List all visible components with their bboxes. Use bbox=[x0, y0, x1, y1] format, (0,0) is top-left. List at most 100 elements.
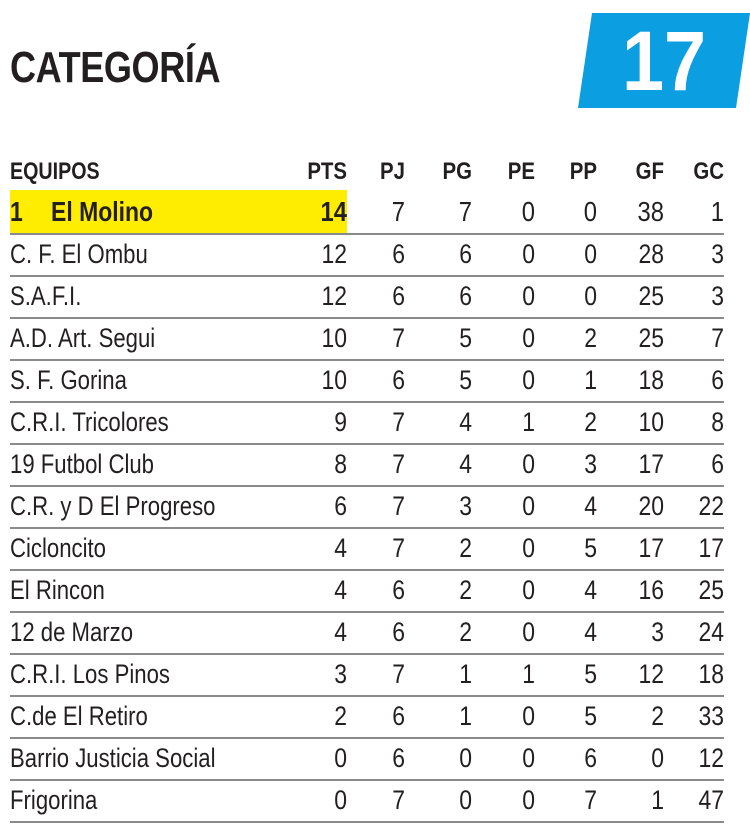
cell-pj: 6 bbox=[392, 701, 405, 731]
table-row: C.R.I. Tricolores 9 7 4 1 2 10 8 bbox=[10, 401, 724, 445]
cell-pg: 4 bbox=[459, 449, 472, 479]
cell-gc: 3 bbox=[711, 239, 724, 269]
cell-gc: 47 bbox=[698, 785, 724, 815]
team-name: Barrio Justicia Social bbox=[10, 743, 216, 773]
team-name: C.R.I. Tricolores bbox=[10, 407, 169, 437]
team-name: Frigorina bbox=[10, 785, 98, 815]
cell-pj: 7 bbox=[392, 659, 405, 689]
cell-gc: 18 bbox=[698, 659, 724, 689]
cell-gc: 3 bbox=[711, 281, 724, 311]
cell-pts: 9 bbox=[334, 407, 347, 437]
team-name: 12 de Marzo bbox=[10, 617, 134, 647]
cell-pg: 6 bbox=[459, 239, 472, 269]
cell-pts: 3 bbox=[334, 659, 347, 689]
column-header-gf: GF bbox=[635, 158, 664, 185]
team-name: A.D. Art. Segui bbox=[10, 323, 156, 353]
cell-gf: 0 bbox=[651, 743, 664, 773]
cell-gc: 25 bbox=[698, 575, 724, 605]
cell-pp: 4 bbox=[584, 575, 597, 605]
table-row: Frigorina 0 7 0 0 7 1 47 bbox=[10, 779, 724, 823]
team-name: C. F. El Ombu bbox=[10, 239, 148, 269]
cell-pe: 0 bbox=[522, 617, 535, 647]
cell-pts: 4 bbox=[334, 533, 347, 563]
cell-pe: 0 bbox=[522, 323, 535, 353]
table-row: S.A.F.I. 12 6 6 0 0 25 3 bbox=[10, 275, 724, 319]
cell-gc: 33 bbox=[698, 701, 724, 731]
cell-gf: 17 bbox=[638, 533, 664, 563]
cell-gf: 12 bbox=[638, 659, 664, 689]
table-row: A.D. Art. Segui 10 7 5 0 2 25 7 bbox=[10, 317, 724, 361]
cell-gf: 25 bbox=[638, 323, 664, 353]
cell-pts: 12 bbox=[321, 281, 347, 311]
cell-gc: 24 bbox=[698, 617, 724, 647]
leader-position: 1 bbox=[10, 196, 23, 227]
cell-pj: 6 bbox=[392, 281, 405, 311]
cell-pg: 2 bbox=[459, 533, 472, 563]
cell-gc: 12 bbox=[698, 743, 724, 773]
team-name: C.de El Retiro bbox=[10, 701, 148, 731]
cell-gc: 17 bbox=[698, 533, 724, 563]
column-header-gc: GC bbox=[693, 158, 724, 185]
cell-pp: 3 bbox=[584, 449, 597, 479]
table-row: C.R. y D El Progreso 6 7 3 0 4 20 22 bbox=[10, 485, 724, 529]
cell-gc: 22 bbox=[698, 491, 724, 521]
cell-gc: 6 bbox=[711, 449, 724, 479]
cell-pp: 1 bbox=[584, 365, 597, 395]
cell-pj: 7 bbox=[392, 449, 405, 479]
cell-pe: 0 bbox=[521, 196, 535, 227]
cell-pj: 7 bbox=[392, 785, 405, 815]
table-row: C. F. El Ombu 12 6 6 0 0 28 3 bbox=[10, 233, 724, 277]
table-row: 1 El Molino 14 7 7 0 0 38 1 bbox=[10, 191, 724, 235]
cell-gc: 7 bbox=[711, 323, 724, 353]
cell-pg: 6 bbox=[459, 281, 472, 311]
page-title: CATEGORÍA bbox=[10, 43, 221, 92]
cell-gf: 1 bbox=[651, 785, 664, 815]
table-row: Cicloncito 4 7 2 0 5 17 17 bbox=[10, 527, 724, 571]
cell-pg: 0 bbox=[459, 743, 472, 773]
cell-pj: 6 bbox=[392, 365, 405, 395]
cell-pj: 7 bbox=[392, 491, 405, 521]
column-header-pts: PTS bbox=[307, 158, 347, 185]
cell-pj: 6 bbox=[392, 239, 405, 269]
cell-pe: 0 bbox=[522, 575, 535, 605]
team-name: C.R.I. Los Pinos bbox=[10, 659, 170, 689]
cell-pg: 0 bbox=[459, 785, 472, 815]
cell-pp: 2 bbox=[584, 323, 597, 353]
cell-pts: 4 bbox=[334, 575, 347, 605]
team-name: 19 Futbol Club bbox=[10, 449, 154, 479]
cell-pe: 0 bbox=[522, 239, 535, 269]
category-badge: 17 bbox=[578, 13, 750, 108]
cell-pj: 6 bbox=[392, 617, 405, 647]
column-header-pe: PE bbox=[507, 158, 535, 185]
cell-pts: 10 bbox=[321, 365, 347, 395]
cell-pe: 0 bbox=[522, 533, 535, 563]
cell-pj: 7 bbox=[392, 323, 405, 353]
cell-pp: 4 bbox=[584, 617, 597, 647]
cell-pp: 6 bbox=[584, 743, 597, 773]
table-row: 19 Futbol Club 8 7 4 0 3 17 6 bbox=[10, 443, 724, 487]
cell-pp: 5 bbox=[584, 533, 597, 563]
cell-pts: 4 bbox=[334, 617, 347, 647]
category-number: 17 bbox=[621, 14, 707, 108]
cell-pp: 7 bbox=[584, 785, 597, 815]
cell-pp: 5 bbox=[584, 701, 597, 731]
cell-pp: 0 bbox=[583, 196, 597, 227]
cell-pts: 10 bbox=[321, 323, 347, 353]
cell-pp: 0 bbox=[584, 239, 597, 269]
cell-gf: 25 bbox=[638, 281, 664, 311]
cell-pe: 0 bbox=[522, 785, 535, 815]
cell-pp: 5 bbox=[584, 659, 597, 689]
cell-pg: 2 bbox=[459, 617, 472, 647]
cell-pp: 4 bbox=[584, 491, 597, 521]
cell-gc: 8 bbox=[711, 407, 724, 437]
team-name: El Rincon bbox=[10, 575, 105, 605]
column-header-pj: PJ bbox=[380, 158, 405, 185]
cell-pg: 1 bbox=[459, 659, 472, 689]
team-name: C.R. y D El Progreso bbox=[10, 491, 216, 521]
column-header-pp: PP bbox=[569, 158, 597, 185]
cell-pts: 8 bbox=[334, 449, 347, 479]
cell-pe: 0 bbox=[522, 491, 535, 521]
table-header: EQUIPOS PTS PJ PG PE PP GF GC bbox=[10, 151, 724, 193]
team-name: Cicloncito bbox=[10, 533, 106, 563]
cell-pe: 1 bbox=[522, 659, 535, 689]
